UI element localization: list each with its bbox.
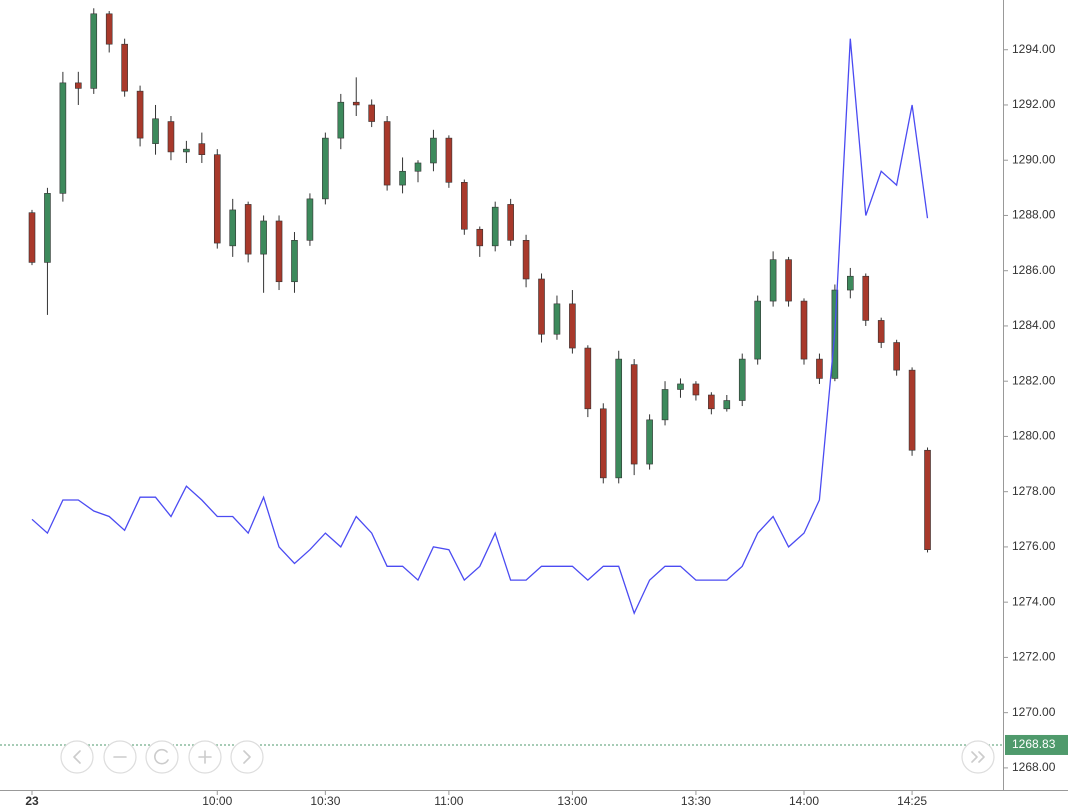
candle-body bbox=[461, 182, 468, 230]
candle-body bbox=[44, 193, 51, 263]
candle-body bbox=[785, 259, 792, 302]
candle-body bbox=[754, 300, 761, 360]
y-tick-label: 1284.00 bbox=[1012, 318, 1056, 332]
x-tick-label: 10:30 bbox=[310, 794, 340, 808]
scroll-to-end-button[interactable] bbox=[961, 740, 995, 774]
candle-body bbox=[229, 209, 237, 247]
x-tick-label: 13:30 bbox=[681, 794, 711, 808]
overlay-line bbox=[31, 38, 929, 615]
candle-body bbox=[553, 303, 561, 335]
candle-body bbox=[692, 383, 700, 396]
candle-body bbox=[352, 101, 360, 106]
y-tick-label: 1292.00 bbox=[1012, 97, 1056, 111]
candle-body bbox=[584, 347, 592, 410]
zoom-in-button[interactable] bbox=[188, 740, 222, 774]
candle-body bbox=[738, 358, 746, 401]
candle-body bbox=[507, 204, 514, 241]
y-tick-label: 1282.00 bbox=[1012, 373, 1056, 387]
y-tick-label: 1280.00 bbox=[1012, 429, 1056, 443]
candle-body bbox=[244, 204, 252, 255]
x-tick-label: 14:00 bbox=[789, 794, 819, 808]
candle-body bbox=[708, 394, 715, 410]
candle-body bbox=[816, 358, 823, 379]
candle-body bbox=[646, 419, 653, 465]
x-tick-label: 10:00 bbox=[202, 794, 232, 808]
candle-body bbox=[28, 212, 36, 263]
y-tick-label: 1270.00 bbox=[1012, 705, 1056, 719]
last-price-box bbox=[1005, 734, 1068, 755]
candle-body bbox=[599, 408, 607, 479]
candle-body bbox=[769, 259, 777, 302]
candle-body bbox=[569, 303, 576, 349]
reset-button[interactable] bbox=[145, 740, 179, 774]
candle-body bbox=[105, 13, 113, 45]
x-tick-label: 11:00 bbox=[434, 794, 463, 808]
y-tick-label: 1286.00 bbox=[1012, 263, 1056, 277]
candle-body bbox=[291, 240, 298, 283]
candle-body bbox=[800, 300, 808, 360]
candle-body bbox=[275, 220, 283, 283]
candle-body bbox=[167, 121, 175, 153]
candle-body bbox=[877, 320, 885, 343]
candle-body bbox=[121, 43, 128, 92]
candle-body bbox=[908, 369, 916, 451]
y-tick-label: 1268.00 bbox=[1012, 760, 1056, 774]
candle-body bbox=[306, 198, 314, 241]
y-tick-label: 1274.00 bbox=[1012, 594, 1056, 608]
candle-body bbox=[430, 137, 437, 164]
candle-body bbox=[90, 13, 98, 89]
scroll-right-button[interactable] bbox=[230, 740, 264, 774]
candle-body bbox=[198, 143, 206, 155]
last-price-label: 1268.83 bbox=[1012, 737, 1056, 751]
x-tick-label: 23 bbox=[25, 794, 39, 808]
x-tick-label: 13:00 bbox=[557, 794, 587, 808]
y-tick-label: 1294.00 bbox=[1012, 42, 1056, 56]
y-tick-label: 1288.00 bbox=[1012, 208, 1056, 222]
candle-body bbox=[399, 170, 406, 186]
candle-body bbox=[213, 154, 221, 244]
candle-body bbox=[136, 90, 144, 139]
y-tick-label: 1272.00 bbox=[1012, 650, 1056, 664]
candle-body bbox=[368, 104, 375, 122]
candle-body bbox=[59, 82, 67, 194]
candle-body bbox=[491, 206, 499, 247]
zoom-out-button[interactable] bbox=[103, 740, 137, 774]
candle-body bbox=[522, 240, 530, 280]
candle-body bbox=[630, 364, 638, 465]
navigation-controls bbox=[60, 740, 995, 774]
candle-body bbox=[847, 275, 854, 291]
candle-body bbox=[445, 137, 453, 183]
candle-body bbox=[260, 220, 267, 255]
scroll-left-button[interactable] bbox=[60, 740, 94, 774]
candle-body bbox=[476, 228, 484, 247]
candle-body bbox=[893, 342, 900, 371]
candle-body bbox=[75, 82, 82, 89]
candle-body bbox=[322, 137, 329, 200]
candle-body bbox=[723, 400, 731, 410]
candle-body bbox=[183, 148, 190, 153]
y-tick-label: 1278.00 bbox=[1012, 484, 1056, 498]
candle-body bbox=[152, 118, 159, 144]
y-tick-label: 1276.00 bbox=[1012, 539, 1056, 553]
candle-body bbox=[615, 358, 623, 479]
candle-body bbox=[337, 101, 345, 139]
x-tick-label: 14:25 bbox=[897, 794, 927, 808]
candle-body bbox=[661, 389, 669, 421]
candle-body bbox=[677, 383, 684, 390]
candle-body bbox=[414, 162, 422, 172]
candle-body bbox=[383, 121, 391, 186]
candle-body bbox=[862, 275, 870, 321]
candle-body bbox=[538, 278, 545, 335]
y-tick-label: 1290.00 bbox=[1012, 152, 1056, 166]
candle-body bbox=[924, 449, 931, 550]
